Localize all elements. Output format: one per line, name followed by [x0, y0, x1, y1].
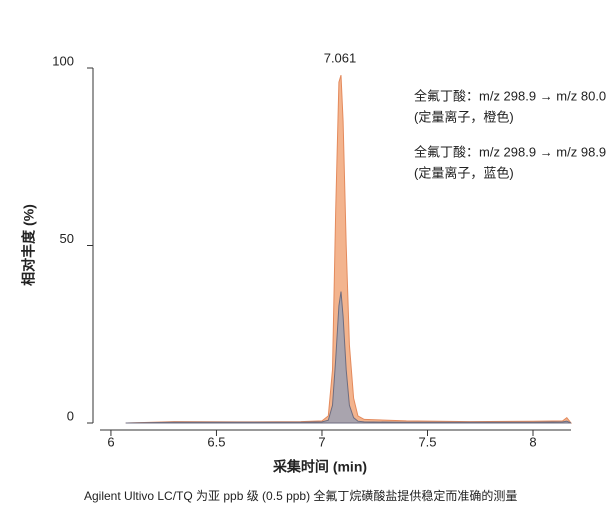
- y-tick-label: 100: [52, 53, 74, 68]
- x-tick-label: 7.5: [418, 434, 436, 449]
- x-tick-label: 8: [529, 434, 536, 449]
- peak-label: 7.061: [324, 50, 357, 65]
- y-tick-label: 0: [67, 408, 74, 423]
- legend-entry: 全氟丁酸：m/z 298.9 → m/z 80.0: [414, 88, 606, 103]
- x-tick-label: 6: [107, 434, 114, 449]
- peak-area: [125, 291, 572, 424]
- caption: Agilent Ultivo LC/TQ 为亚 ppb 级 (0.5 ppb) …: [84, 488, 517, 503]
- x-axis-label: 采集时间 (min): [272, 459, 367, 475]
- legend-note: (定量离子，蓝色): [414, 165, 514, 180]
- peak-area: [125, 74, 573, 424]
- y-tick-label: 50: [60, 231, 74, 246]
- legend-entry: 全氟丁酸：m/z 298.9 → m/z 98.9: [414, 144, 606, 159]
- x-tick-label: 6.5: [207, 434, 225, 449]
- x-tick-label: 7: [318, 434, 325, 449]
- y-axis-label: 相对丰度 (%): [21, 204, 37, 286]
- legend-note: (定量离子，橙色): [414, 109, 514, 124]
